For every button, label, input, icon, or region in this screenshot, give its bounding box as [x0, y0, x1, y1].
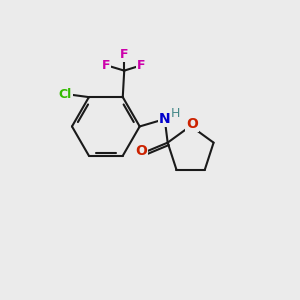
Text: O: O	[135, 145, 147, 158]
Text: F: F	[102, 59, 111, 72]
Text: H: H	[171, 107, 181, 120]
Text: Cl: Cl	[59, 88, 72, 101]
Text: O: O	[186, 118, 198, 131]
Text: F: F	[120, 48, 128, 61]
Text: F: F	[137, 59, 146, 72]
Text: N: N	[159, 112, 170, 126]
